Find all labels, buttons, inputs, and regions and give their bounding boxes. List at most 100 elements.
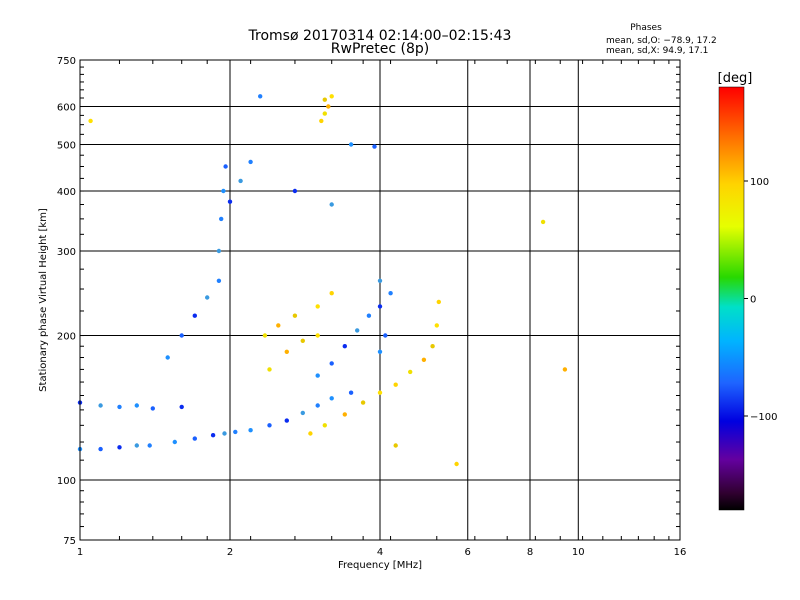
o-mode-point [238,178,243,184]
colorbar-tick-label: 100 [750,177,769,188]
o-mode-point [300,410,305,416]
o-mode-point [329,361,334,366]
o-mode-point [348,142,354,147]
o-mode-point [258,94,263,99]
x-mode-point [454,461,459,467]
x-mode-point [88,118,93,124]
o-mode-point [377,304,383,309]
stats-line-o: mean, sd,O: −78.9, 17.2 [606,36,717,46]
o-mode-point [329,202,334,207]
o-mode-point [179,404,184,410]
o-mode-point [233,429,238,435]
o-mode-point [366,313,372,318]
y-tick-label: 600 [57,103,76,114]
o-mode-point [267,423,272,428]
y-tick-label: 400 [57,187,76,198]
x-mode-point [300,338,305,343]
o-mode-point [377,349,383,354]
o-mode-point [210,433,216,438]
o-mode-point [223,164,228,169]
o-mode-point [165,355,170,360]
x-tick-label: 10 [572,547,585,558]
x-tick-label: 6 [465,547,471,558]
o-mode-point [248,159,253,165]
x-mode-point [262,333,268,338]
o-mode-point [388,291,393,296]
colorbar-tick-label: 0 [750,295,756,306]
o-mode-point [355,328,360,333]
x-tick-label: 1 [77,547,83,558]
o-mode-point [117,445,122,450]
grid-lines [80,60,680,540]
o-mode-point [348,390,354,395]
colorbar-tick-label: −100 [750,412,777,423]
o-mode-point [329,396,334,401]
x-mode-point [329,94,334,99]
o-mode-point [219,216,224,222]
o-mode-point [150,406,155,411]
o-mode-point [192,436,197,441]
y-axis-label: Stationary phase Virtual Height [km] [38,208,49,392]
stats-heading: Phases [630,23,662,33]
x-mode-point [329,291,334,296]
plot-frame [79,59,681,541]
x-mode-point [292,313,298,318]
y-tick-label: 200 [57,332,76,343]
colorbar-ticks: 100 0 −100 [744,177,777,423]
o-mode-point [179,333,184,338]
axis-ticks: 1 2 4 6 8 10 16 75 100 200 300 400 500 600 750 [57,56,686,558]
x-mode-point [540,219,546,225]
o-mode-point [315,403,320,408]
o-mode-point [377,278,383,283]
o-mode-point [383,333,388,338]
x-mode-point [430,344,435,349]
x-mode-point [434,323,439,328]
o-mode-point [284,418,289,423]
o-mode-point [98,446,103,452]
o-mode-point [192,313,197,318]
x-mode-point [276,323,281,328]
x-mode-point [322,111,327,116]
x-tick-label: 4 [377,547,383,558]
y-tick-label: 300 [57,247,76,258]
x-mode-point [322,423,327,428]
data-points [77,94,568,467]
x-mode-point [421,357,427,362]
chart-title: Tromsø 20170314 02:14:00–02:15:43 [248,28,512,44]
y-tick-label: 75 [63,536,76,547]
o-mode-point [98,403,103,408]
o-mode-point [292,188,298,194]
colorbar-label: [deg] [718,71,753,86]
x-mode-point [393,382,398,387]
o-mode-point [248,428,253,433]
x-tick-label: 2 [227,547,233,558]
x-mode-point [562,367,568,372]
x-mode-point [326,104,331,109]
x-mode-point [319,118,324,124]
x-tick-label: 8 [527,547,533,558]
stats-line-x: mean, sd,X: 94.9, 17.1 [606,46,708,56]
o-mode-point [221,188,226,194]
o-mode-point [134,443,139,448]
x-mode-point [377,390,383,395]
x-mode-point [408,369,413,375]
y-tick-label: 750 [57,56,76,67]
o-mode-point [117,404,122,410]
colorbar [718,86,745,511]
o-mode-point [216,248,222,254]
x-mode-point [436,299,441,305]
x-mode-point [322,97,327,102]
o-mode-point [134,403,139,408]
y-tick-label: 100 [57,476,76,487]
x-mode-point [284,349,289,354]
x-axis-label: Frequency [MHz] [338,560,422,571]
y-tick-label: 500 [57,141,76,152]
o-mode-point [222,431,227,436]
o-mode-point [205,295,210,300]
o-mode-point [315,373,320,378]
x-mode-point [342,412,347,417]
x-mode-point [267,367,272,372]
x-tick-label: 16 [674,547,687,558]
chart-subtitle: RwPretec (8p) [331,41,429,57]
